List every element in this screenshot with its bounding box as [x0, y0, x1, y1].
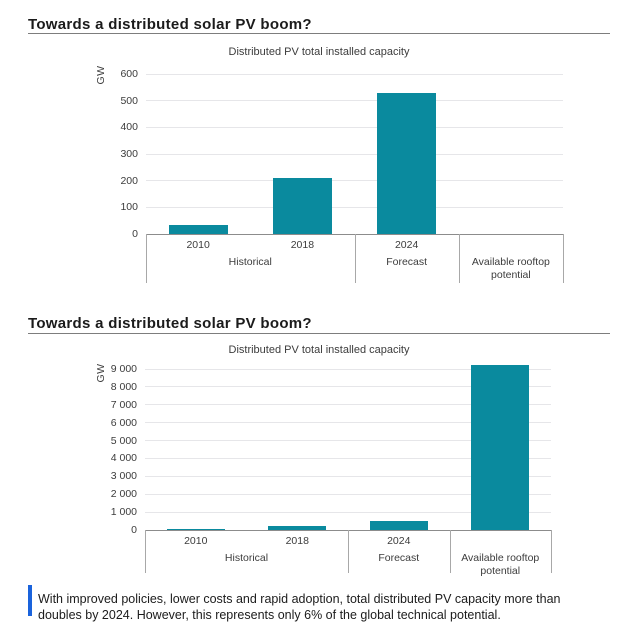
x-group-label: Historical: [228, 256, 272, 268]
bar-2010: [167, 528, 225, 530]
y-tick-label: 1 000: [110, 506, 137, 519]
gridline: [146, 126, 563, 128]
gridline: [145, 422, 551, 424]
chart-title-2: Distributed PV total installed capacity: [228, 344, 410, 356]
x-axis-line: [146, 233, 563, 235]
gridline: [145, 457, 551, 459]
x-group-label: Available rooftop potential: [471, 256, 550, 281]
y-tick-label: 7 000: [110, 398, 137, 411]
y-tick-label: 2 000: [110, 488, 137, 501]
category-divider: [145, 234, 147, 283]
section-title-2: Towards a distributed solar PV boom?: [28, 315, 312, 333]
y-tick-label: 100: [120, 201, 138, 214]
key-message: With improved policies, lower costs and …: [38, 591, 561, 622]
category-divider: [347, 530, 349, 573]
y-tick-label: 3 000: [110, 470, 137, 483]
y-axis-unit: GW: [95, 363, 107, 383]
gridline: [146, 206, 563, 208]
category-divider: [562, 234, 564, 283]
category-divider: [354, 234, 356, 283]
y-axis-unit: GW: [95, 65, 107, 85]
section-title-1: Towards a distributed solar PV boom?: [28, 16, 312, 34]
x-axis-line: [145, 529, 551, 531]
gridline: [145, 404, 551, 406]
gridline: [146, 73, 563, 75]
x-group-label: Historical: [224, 552, 269, 564]
category-divider: [458, 234, 460, 283]
x-tick-label: 2024: [387, 535, 411, 547]
y-tick-label: 8 000: [110, 380, 137, 393]
gridline: [145, 386, 551, 388]
y-tick-label: 600: [120, 68, 138, 80]
title-divider-2: [28, 333, 610, 334]
bar-2018: [273, 178, 332, 234]
y-tick-label: 300: [120, 148, 138, 160]
gridline: [145, 368, 551, 370]
x-group-label: Available rooftop potential: [461, 552, 540, 577]
gridline: [146, 153, 563, 155]
gridline: [146, 100, 563, 102]
x-tick-label: 2018: [290, 239, 315, 251]
title-divider-1: [28, 33, 610, 34]
y-tick-label: 400: [120, 121, 138, 134]
y-tick-label: 4 000: [110, 452, 137, 465]
gridline: [145, 475, 551, 477]
chart-title-1: Distributed PV total installed capacity: [228, 46, 410, 58]
gridline: [145, 440, 551, 442]
bar-2010: [169, 224, 228, 234]
bar-2024: [377, 92, 436, 234]
x-tick-label: 2010: [186, 239, 210, 251]
y-tick-label: 0: [132, 228, 138, 240]
y-tick-label: 200: [120, 174, 138, 187]
y-tick-label: 500: [120, 94, 138, 107]
x-group-label: Forecast: [378, 552, 420, 564]
y-tick-label: 6 000: [110, 416, 137, 429]
bar-2024: [370, 520, 428, 530]
bar-2018: [268, 526, 326, 530]
x-tick-label: 2018: [285, 535, 309, 547]
category-divider: [550, 530, 552, 573]
bar-available-rooftop-potential: [471, 365, 529, 530]
y-tick-label: 5 000: [110, 434, 137, 447]
x-tick-label: 2010: [184, 535, 208, 547]
y-tick-label: 0: [131, 524, 137, 536]
gridline: [146, 180, 563, 182]
x-tick-label: 2024: [394, 239, 419, 251]
accent-bar: [28, 585, 32, 616]
gridline: [145, 493, 551, 495]
category-divider: [144, 530, 146, 573]
gridline: [145, 511, 551, 513]
category-divider: [449, 530, 451, 573]
y-tick-label: 9 000: [110, 363, 137, 375]
x-group-label: Forecast: [386, 256, 428, 268]
